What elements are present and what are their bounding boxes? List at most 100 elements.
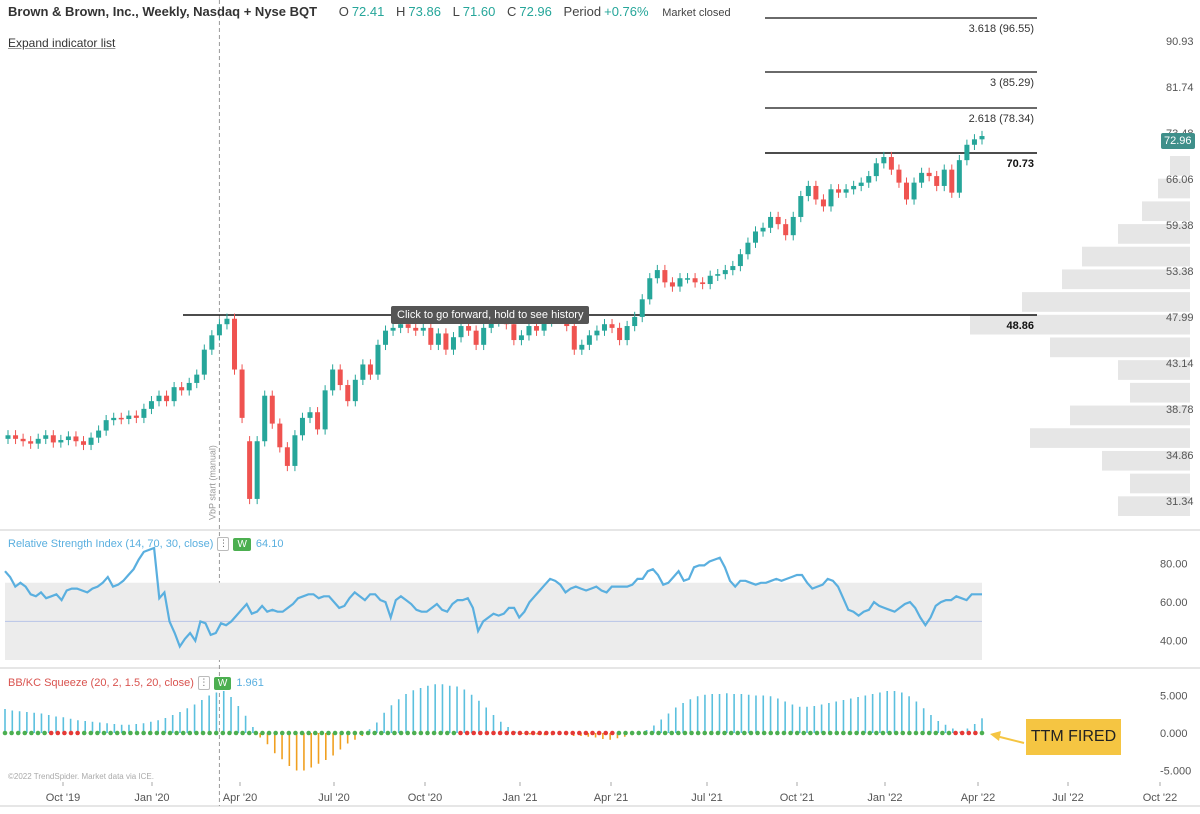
last-price-tag: 72.96 (1161, 133, 1195, 149)
squeeze-dot (827, 730, 833, 736)
squeeze-dot (801, 730, 807, 736)
squeeze-dot (392, 730, 397, 736)
candle-body (737, 254, 743, 267)
navigation-tooltip: Click to go forward, hold to see history (391, 306, 590, 324)
rsi-menu-icon[interactable]: ⋮ (217, 537, 230, 551)
squeeze-dot (854, 730, 859, 736)
candle-body (322, 390, 328, 430)
candle-body (194, 374, 200, 383)
high-value: 73.86 (408, 4, 441, 19)
candle-body (488, 321, 494, 328)
expand-indicator-link[interactable]: Expand indicator list (8, 36, 116, 50)
candle-body (179, 387, 185, 391)
squeeze-dot (220, 730, 226, 736)
ttm-fired-callout: TTM FIRED (1026, 719, 1121, 755)
squeeze-dot (299, 730, 305, 736)
symbol-title[interactable]: Brown & Brown, Inc., Weekly, Nasdaq + Ny… (8, 4, 318, 19)
candle-body (934, 176, 940, 186)
squeeze-dot (735, 730, 741, 736)
squeeze-dot (788, 730, 793, 736)
x-tick-label: Apr '22 (961, 792, 996, 804)
squeeze-dot (808, 730, 813, 736)
volume-profile-bar (1022, 292, 1190, 312)
candle-body (428, 327, 434, 345)
squeeze-dot (464, 730, 470, 736)
squeeze-dot (55, 730, 61, 736)
squeeze-dot (207, 730, 212, 736)
candle-body (858, 182, 864, 186)
candle-body (330, 369, 336, 391)
squeeze-menu-icon[interactable]: ⋮ (197, 676, 210, 690)
squeeze-dot (656, 730, 661, 736)
squeeze-dot (511, 730, 516, 736)
squeeze-timeframe-badge[interactable]: W (213, 676, 232, 690)
candle-body (20, 438, 26, 442)
price-tick-label: 66.06 (1166, 174, 1194, 186)
volume-profile-bar (1050, 337, 1190, 358)
squeeze-dot (187, 730, 193, 736)
squeeze-dot (695, 730, 701, 736)
period-value: +0.76% (604, 4, 649, 19)
squeeze-dot (834, 730, 840, 736)
squeeze-dot (431, 730, 437, 736)
candle-body (209, 335, 215, 350)
volume-profile-bar (1118, 224, 1190, 244)
squeeze-dot (108, 730, 113, 736)
squeeze-title[interactable]: BB/KC Squeeze (20, 2, 1.5, 20, close) (8, 676, 194, 689)
squeeze-dot (497, 730, 503, 736)
squeeze-dot (385, 730, 391, 736)
candle-body (624, 326, 630, 341)
candle-body (201, 349, 207, 375)
squeeze-dot (266, 730, 272, 736)
rsi-timeframe-badge[interactable]: W (233, 537, 251, 551)
candle-body (813, 185, 819, 200)
squeeze-dot (728, 730, 734, 736)
squeeze-dot (68, 730, 74, 736)
candle-body (654, 270, 660, 279)
candle-body (28, 441, 34, 444)
candle-body (730, 266, 736, 271)
candle-body (873, 163, 879, 177)
squeeze-dot (101, 730, 107, 736)
squeeze-dot (200, 730, 206, 736)
squeeze-dot (629, 730, 635, 736)
squeeze-dot (590, 730, 595, 736)
squeeze-dot (75, 730, 80, 736)
candle-body (571, 326, 577, 350)
chart-header: Brown & Brown, Inc., Weekly, Nasdaq + Ny… (8, 4, 731, 19)
volume-profile-bar (1158, 178, 1190, 199)
squeeze-tick-label: 5.000 (1160, 691, 1188, 703)
squeeze-dot (583, 730, 589, 736)
candle-body (798, 196, 804, 217)
squeeze-dot (194, 730, 199, 736)
squeeze-dot (471, 730, 476, 736)
squeeze-dot (365, 730, 371, 736)
squeeze-dot (689, 730, 694, 736)
squeeze-dot (180, 730, 186, 736)
squeeze-dot (537, 730, 543, 736)
fib-level-label: 3.618 (96.55) (969, 23, 1034, 35)
candle-body (866, 176, 872, 183)
price-tick-label: 90.93 (1166, 36, 1194, 48)
squeeze-dot (959, 730, 965, 736)
squeeze-dot (860, 730, 866, 736)
squeeze-dot (2, 730, 8, 736)
candle-body (171, 387, 177, 402)
price-tick-label: 31.34 (1166, 496, 1194, 508)
squeeze-dot (596, 730, 602, 736)
squeeze-dot (279, 730, 285, 736)
candle-body (647, 278, 653, 300)
squeeze-dot (134, 730, 140, 736)
squeeze-dot (748, 730, 754, 736)
squeeze-dot (128, 730, 133, 736)
squeeze-dot (42, 730, 47, 736)
squeeze-dot (610, 730, 615, 736)
rsi-title[interactable]: Relative Strength Index (14, 70, 30, clo… (8, 537, 214, 550)
squeeze-dot (577, 730, 582, 736)
squeeze-dot (893, 730, 899, 736)
candle-body (398, 324, 404, 328)
candle-body (239, 369, 245, 418)
squeeze-dot (662, 730, 668, 736)
volume-profile-bar (1170, 156, 1190, 176)
